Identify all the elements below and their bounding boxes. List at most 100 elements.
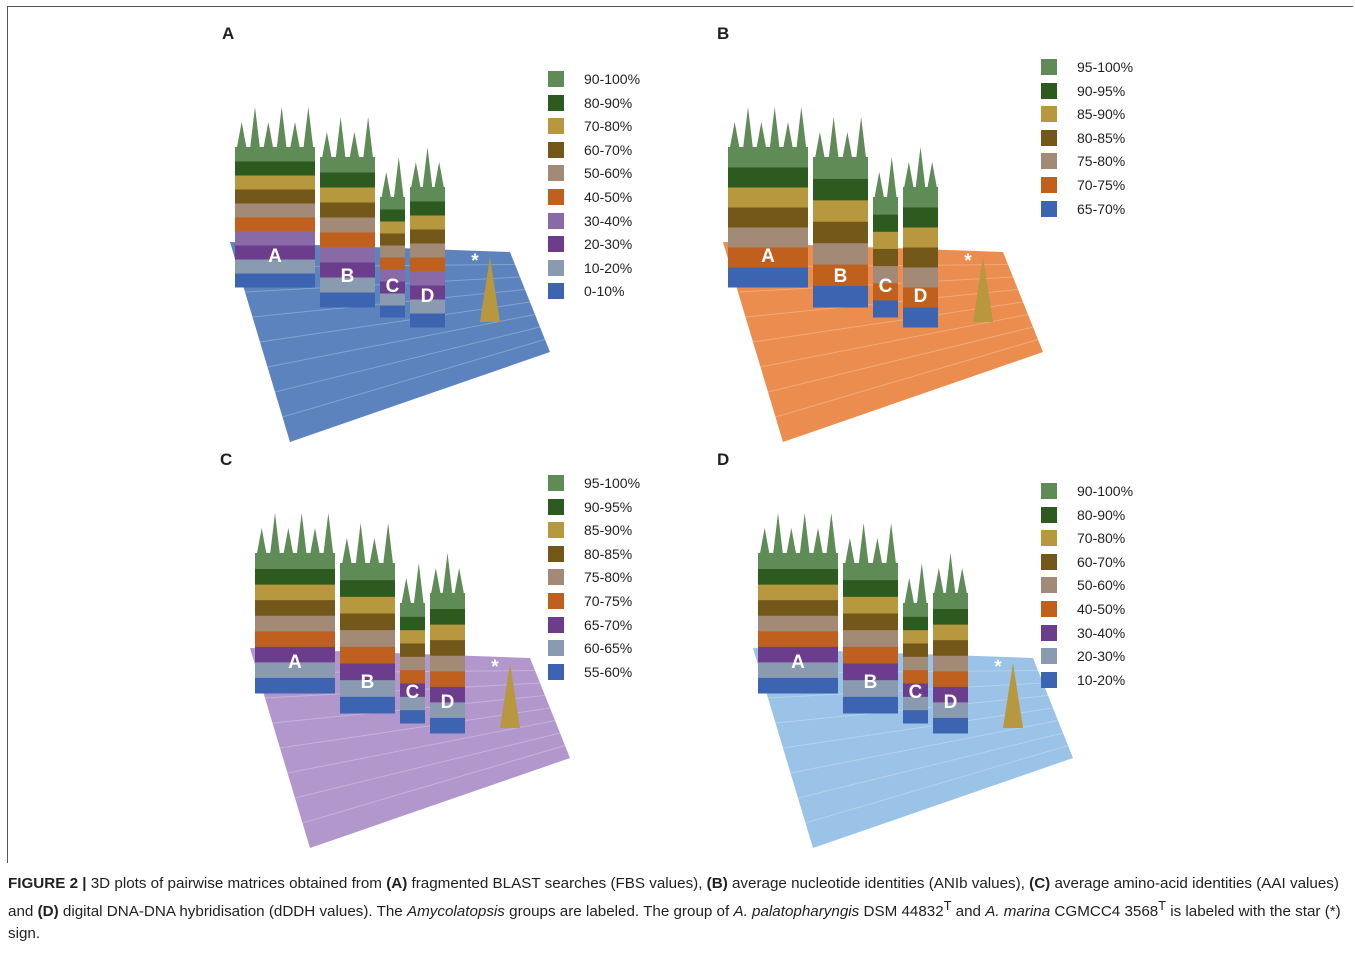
group-block-band: [380, 233, 405, 246]
legend-label: 80-90%: [584, 94, 633, 111]
legend-swatch: [1041, 648, 1057, 665]
group-block-band: [400, 683, 425, 697]
surface-spike: [927, 162, 938, 189]
group-block-band: [728, 207, 808, 228]
legend-swatch: [1041, 577, 1057, 594]
legend-swatch: [548, 165, 564, 182]
group-block-band: [400, 656, 425, 671]
group-block-band: [903, 187, 938, 208]
group-block-band: [380, 209, 405, 222]
surface-spike: [945, 553, 956, 595]
surface-grid-line: [775, 339, 1039, 418]
group-block-band: [903, 669, 928, 684]
group-block-band: [903, 247, 938, 268]
legend-label: 40-50%: [584, 188, 633, 205]
surface-spike: [743, 107, 753, 149]
group-label: B: [361, 672, 375, 693]
caption-text: DSM 44832: [859, 903, 944, 921]
legend-label: 60-70%: [1077, 553, 1126, 570]
group-block-band: [430, 655, 465, 672]
group-block-band: [903, 603, 928, 617]
group-block-band: [903, 656, 928, 671]
group-block-band: [410, 257, 445, 272]
group-label: C: [909, 682, 923, 703]
surface-spike: [335, 117, 346, 159]
group-block-band: [400, 616, 425, 631]
group-block-band: [758, 630, 838, 647]
surface-spike: [323, 513, 334, 555]
group-block-band: [380, 293, 405, 306]
legend-label: 75-80%: [584, 569, 633, 586]
star-group-label: *: [994, 657, 1002, 678]
legend-swatch: [1041, 106, 1057, 123]
surface-spike: [349, 132, 360, 159]
group-block-band: [400, 629, 425, 644]
group-block-band: [235, 203, 315, 218]
legend-label: 95-100%: [584, 475, 641, 491]
group-block-band: [340, 663, 395, 681]
legend-swatch: [548, 283, 564, 300]
surface-floor: [753, 648, 1073, 848]
group-block-band: [873, 265, 898, 284]
surface-spike: [856, 117, 867, 159]
surface-spike: [756, 122, 767, 149]
legend-label: 30-40%: [584, 212, 633, 229]
group-block-band: [320, 172, 375, 188]
group-block-band: [873, 299, 898, 318]
legend-swatch: [548, 522, 564, 539]
group-block-band: [430, 624, 465, 641]
legend-swatch: [1041, 506, 1057, 523]
group-block-band: [903, 207, 938, 228]
panel-ref: (C): [1029, 875, 1051, 892]
group-block-band: [728, 147, 808, 168]
group-block-band: [400, 696, 425, 711]
group-block-band: [340, 563, 395, 581]
legend-label: 90-95%: [1077, 82, 1126, 99]
legend-swatch: [548, 71, 564, 87]
group-block-band: [410, 299, 445, 314]
type-strain-mark: T: [943, 899, 952, 913]
group-block-band: [255, 630, 335, 647]
legend-swatch: [548, 94, 564, 111]
legend-swatch: [548, 592, 564, 609]
legend-label: 90-95%: [584, 498, 633, 515]
legend-label: 0-10%: [584, 283, 625, 300]
legend-swatch: [1041, 600, 1057, 617]
group-block-band: [903, 683, 928, 697]
group-block-band: [380, 257, 405, 270]
group-block-band: [255, 677, 335, 694]
group-block-band: [320, 292, 375, 308]
legend-label: 70-75%: [1077, 176, 1126, 193]
surface-spike: [480, 257, 500, 322]
group-block-band: [873, 248, 898, 267]
surface-spike: [369, 538, 380, 565]
surface-spike: [886, 523, 897, 565]
surface-spike: [1003, 663, 1023, 728]
panel-letter: A: [222, 24, 235, 43]
group-block-band: [340, 646, 395, 664]
panel-ref: (A): [386, 875, 408, 892]
surface-grid-line: [805, 745, 1069, 824]
group-block-band: [843, 663, 898, 681]
legend-swatch: [548, 498, 564, 515]
group-block-band: [728, 167, 808, 188]
group-block-band: [235, 175, 315, 190]
surface-spike: [310, 528, 320, 555]
group-label: D: [944, 692, 958, 713]
panel-letter: C: [220, 450, 233, 469]
group-label: D: [914, 286, 928, 307]
group-block-band: [933, 593, 968, 610]
group-label: A: [791, 652, 805, 673]
legend-label: 10-20%: [1077, 671, 1126, 688]
legend-swatch: [1041, 153, 1057, 170]
surface-spike: [393, 157, 404, 199]
legend-label: 40-50%: [1077, 600, 1126, 617]
caption-text: groups are labeled. The group of: [504, 903, 734, 921]
legend-label: 80-85%: [1077, 129, 1126, 146]
group-label: C: [406, 682, 420, 703]
surface-spike: [341, 538, 352, 565]
legend-label: 70-80%: [1077, 530, 1126, 547]
surface-grid-line: [267, 314, 536, 368]
group-block-band: [903, 307, 938, 328]
legend-swatch: [548, 118, 564, 135]
